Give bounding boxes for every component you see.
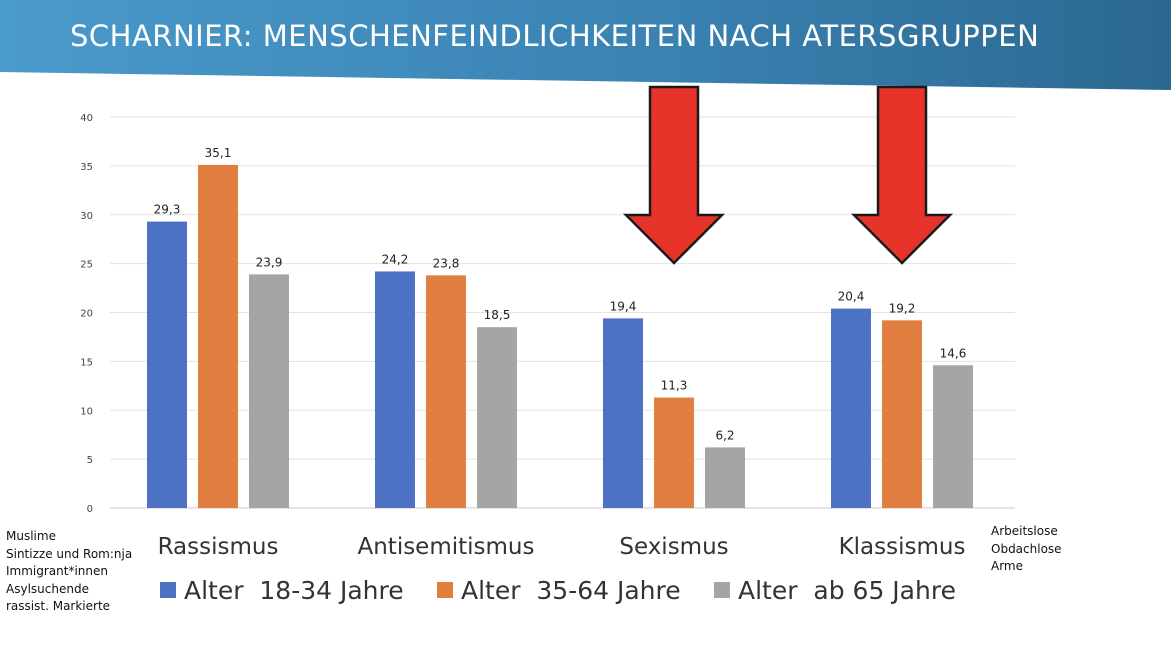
y-tick-label: 0 xyxy=(87,504,93,515)
y-tick-label: 15 xyxy=(80,357,93,368)
note-left-line: Muslime xyxy=(6,529,56,543)
data-label: 6,2 xyxy=(715,428,734,442)
y-tick-label: 40 xyxy=(80,113,93,124)
data-label: 24,2 xyxy=(382,252,409,266)
bar xyxy=(249,274,289,508)
note-left: Muslime Sintizze und Rom:nja Immigrant*i… xyxy=(6,528,132,616)
data-label: 14,6 xyxy=(940,346,967,360)
note-right-line: Obdachlose xyxy=(991,541,1062,556)
note-right-line: Arbeitslose xyxy=(991,524,1058,538)
bar xyxy=(375,271,415,508)
y-tick-label: 10 xyxy=(80,406,93,417)
y-tick-label: 20 xyxy=(80,309,93,320)
data-label: 11,3 xyxy=(661,379,688,393)
data-label: 35,1 xyxy=(205,146,232,160)
data-label: 18,5 xyxy=(484,308,511,322)
data-label: 19,2 xyxy=(889,301,916,315)
y-tick-label: 25 xyxy=(80,260,93,271)
bar xyxy=(147,221,187,508)
legend-swatch xyxy=(160,582,176,598)
data-label: 19,4 xyxy=(610,299,637,313)
y-tick-label: 5 xyxy=(87,455,93,466)
bar xyxy=(198,164,238,508)
bar xyxy=(831,308,871,508)
legend-label: Alter ab 65 Jahre xyxy=(738,575,956,605)
data-label: 20,4 xyxy=(838,290,865,304)
bar xyxy=(603,318,643,508)
down-arrow-icon xyxy=(622,85,726,265)
x-category-label: Rassismus xyxy=(158,534,279,560)
legend-item-series-3: Alter ab 65 Jahre xyxy=(714,575,956,605)
legend-swatch xyxy=(437,582,453,598)
note-left-line: rassist. Markierte xyxy=(6,599,111,613)
legend-label: Alter 35-64 Jahre xyxy=(461,575,681,605)
legend-item-series-1: Alter 18-34 Jahre xyxy=(160,575,404,605)
x-category-label: Antisemitismus xyxy=(357,534,534,560)
data-label: 23,9 xyxy=(256,255,283,269)
bar xyxy=(705,447,745,508)
legend-label: Alter 18-34 Jahre xyxy=(184,575,404,605)
bar xyxy=(933,365,973,508)
y-tick-label: 30 xyxy=(80,211,93,222)
down-arrow-icon xyxy=(850,85,954,265)
legend-swatch xyxy=(714,582,730,598)
bar xyxy=(654,397,694,508)
note-left-line: Asylsuchende xyxy=(6,581,89,596)
bar xyxy=(477,327,517,508)
note-right-line: Arme xyxy=(991,559,1024,573)
x-category-label: Sexismus xyxy=(619,534,728,560)
note-left-line: Immigrant*innen xyxy=(6,564,108,578)
bar xyxy=(882,320,922,508)
note-left-line: Sintizze und Rom:nja xyxy=(6,546,133,561)
x-category-label: Klassismus xyxy=(839,534,966,560)
legend-item-series-2: Alter 35-64 Jahre xyxy=(437,575,681,605)
slide-title: SCHARNIER: MENSCHENFEINDLICHKEITEN NACH … xyxy=(70,19,1040,53)
y-tick-label: 35 xyxy=(80,162,93,173)
data-label: 23,8 xyxy=(433,256,460,270)
data-label: 29,3 xyxy=(154,203,181,217)
slide-header: SCHARNIER: MENSCHENFEINDLICHKEITEN NACH … xyxy=(0,0,1171,100)
header-banner xyxy=(0,0,1171,90)
note-right: Arbeitslose Obdachlose Arme xyxy=(991,523,1062,576)
bar xyxy=(426,275,466,508)
